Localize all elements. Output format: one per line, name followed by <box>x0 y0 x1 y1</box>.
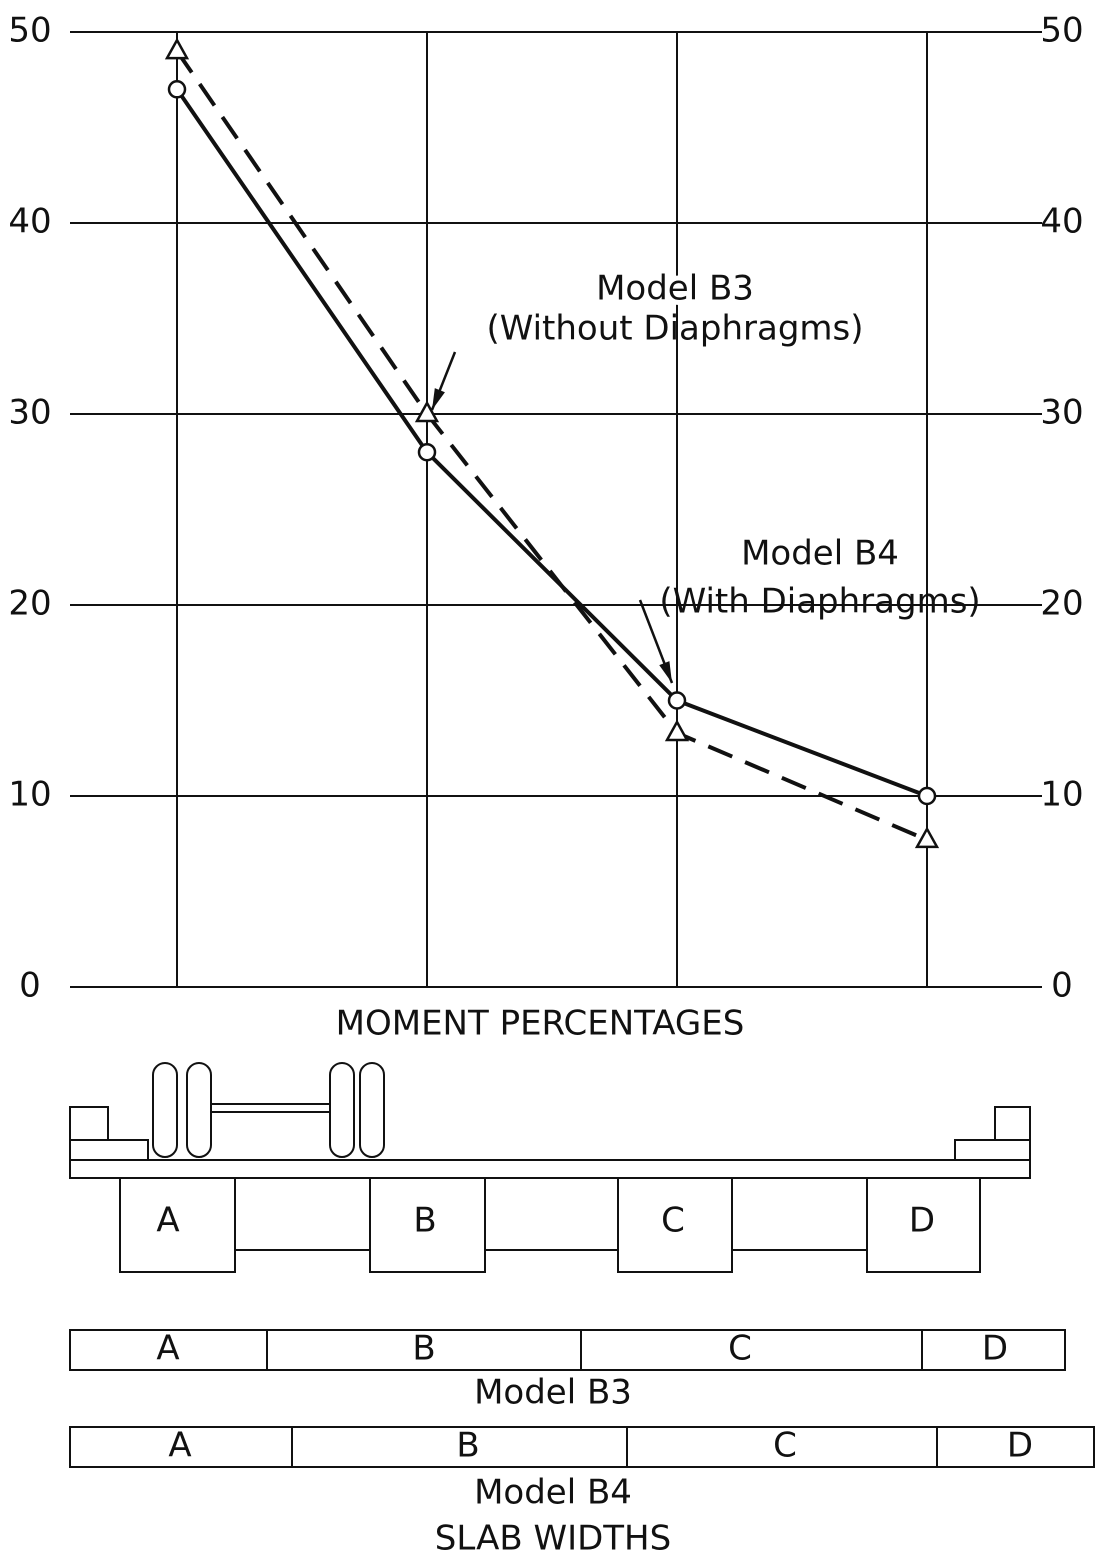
series-line <box>175 88 928 798</box>
girder-label: D <box>909 1201 935 1241</box>
data-point <box>417 442 437 462</box>
y-tick-label: 0 <box>19 966 41 1006</box>
y-tick-label: 50 <box>8 11 51 51</box>
curb <box>69 1139 149 1161</box>
x-axis-label: MOMENT PERCENTAGES <box>336 1004 745 1044</box>
girder-label: B <box>413 1201 436 1241</box>
bridge-section: A B C D <box>69 1062 1031 1273</box>
slab-label: D <box>982 1329 1008 1369</box>
curb <box>994 1106 1031 1141</box>
annotation-note: (With Diaphragms) <box>659 582 980 622</box>
data-point <box>914 826 940 849</box>
deck <box>69 1159 1031 1179</box>
data-point <box>917 786 937 806</box>
arrow-head <box>432 388 445 410</box>
y-tick-label: 20 <box>8 584 51 624</box>
slab-label: B <box>412 1329 435 1369</box>
y-tick-label: 40 <box>8 202 51 242</box>
girder <box>369 1169 486 1273</box>
annotation-note: (Without Diaphragms) <box>486 309 863 349</box>
data-point <box>414 400 440 423</box>
curb <box>69 1106 109 1141</box>
slab-segment <box>936 1426 1095 1468</box>
slab-widths: A B C D Model B3 A B C D Model B4 SLAB W… <box>69 1329 1095 1559</box>
data-point <box>664 719 690 742</box>
slab-row-label: Model B3 <box>474 1373 632 1413</box>
y2-tick-label: 40 <box>1040 202 1083 242</box>
girder <box>119 1169 236 1273</box>
slab-segment <box>921 1329 1066 1371</box>
slab-label: D <box>1007 1426 1033 1466</box>
wheel <box>329 1062 355 1158</box>
arrow-head <box>659 661 672 683</box>
series-line <box>175 49 928 842</box>
wheel <box>359 1062 385 1158</box>
y-tick-label: 10 <box>8 775 51 815</box>
y2-tick-label: 0 <box>1051 966 1073 1006</box>
slab-label: C <box>728 1329 752 1369</box>
y-tick-label: 30 <box>8 393 51 433</box>
slab-row-label: Model B4 <box>474 1473 632 1513</box>
wheel <box>152 1062 178 1158</box>
y2-tick-label: 30 <box>1040 393 1083 433</box>
axle <box>210 1103 331 1113</box>
slab-segment <box>69 1426 293 1468</box>
slab-segment <box>291 1426 628 1468</box>
girder-label: C <box>661 1201 685 1241</box>
girder-label: A <box>156 1201 179 1241</box>
y2-tick-label: 50 <box>1040 11 1083 51</box>
annotation-title: Model B3 <box>596 269 754 309</box>
slab-label: A <box>156 1329 179 1369</box>
data-point <box>167 80 187 99</box>
annotation-title: Model B4 <box>741 534 899 574</box>
curb <box>954 1139 1031 1161</box>
slab-label: C <box>773 1426 797 1466</box>
data-point <box>667 691 687 710</box>
slab-label: B <box>456 1426 479 1466</box>
girder <box>866 1169 981 1273</box>
wheel <box>186 1062 212 1158</box>
slab-segment <box>626 1426 938 1468</box>
data-point <box>164 37 190 60</box>
y2-tick-label: 10 <box>1040 775 1083 815</box>
slab-title: SLAB WIDTHS <box>435 1519 671 1559</box>
y2-tick-label: 20 <box>1040 584 1083 624</box>
slab-segment <box>266 1329 582 1371</box>
slab-label: A <box>168 1426 191 1466</box>
slab-segment <box>69 1329 268 1371</box>
